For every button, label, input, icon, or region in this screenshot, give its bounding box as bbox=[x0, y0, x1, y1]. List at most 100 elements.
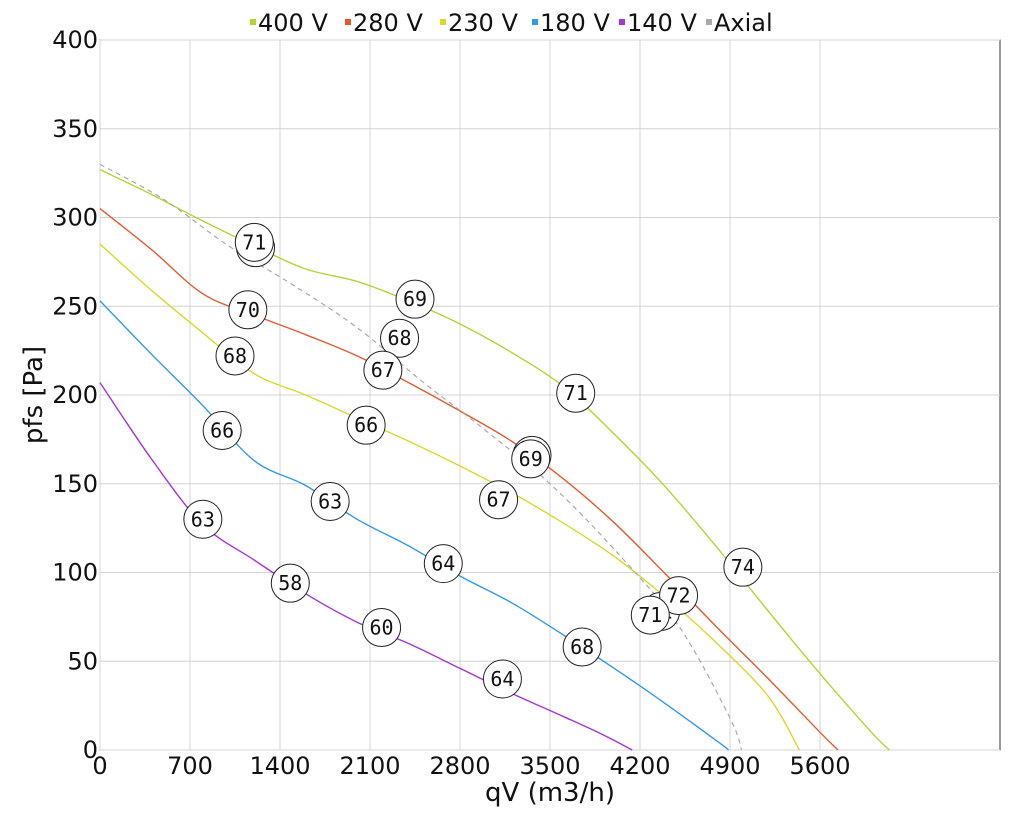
x-tick-labels: 0 700 1400 2100 2800 3500 4200 4900 5600 bbox=[92, 752, 850, 780]
marker-circle bbox=[511, 439, 551, 479]
legend: 400 V 280 V 230 V 180 V 140 V Axial bbox=[250, 9, 773, 37]
legend-item-230-v: 230 V bbox=[440, 9, 518, 37]
x-tick-label: 2100 bbox=[339, 752, 400, 780]
marker-circle bbox=[183, 499, 223, 539]
noise-level-marker: 72 bbox=[659, 576, 699, 616]
marker-circle bbox=[630, 595, 670, 635]
noise-level-marker: 67 bbox=[479, 480, 519, 520]
grid-lines bbox=[99, 39, 1000, 751]
legend-swatch bbox=[619, 19, 625, 25]
marker-label: 69 bbox=[403, 287, 427, 311]
y-tick-label: 400 bbox=[52, 26, 98, 54]
x-tick-label: 3500 bbox=[519, 752, 580, 780]
x-axis-title: qV (m3/h) bbox=[485, 778, 615, 808]
legend-swatch bbox=[440, 19, 446, 25]
y-tick-label: 100 bbox=[52, 559, 98, 587]
legend-label: 180 V bbox=[540, 9, 610, 37]
legend-item-180-v: 180 V bbox=[532, 9, 610, 37]
noise-level-marker: 68 bbox=[562, 627, 602, 667]
noise-level-marker: 60 bbox=[362, 608, 402, 648]
marker-label: 74 bbox=[731, 555, 755, 579]
legend-swatch bbox=[345, 19, 351, 25]
legend-label: 400 V bbox=[258, 9, 328, 37]
marker-label: 69 bbox=[519, 447, 543, 471]
noise-level-marker: 64 bbox=[482, 659, 522, 699]
marker-label: 64 bbox=[490, 667, 514, 691]
x-tick-label: 0 bbox=[92, 752, 107, 780]
legend-label: Axial bbox=[714, 9, 773, 37]
marker-circle bbox=[380, 318, 420, 358]
series-line-230-v bbox=[99, 243, 801, 751]
y-tick-label: 150 bbox=[52, 470, 98, 498]
marker-circle bbox=[215, 336, 255, 376]
legend-swatch bbox=[532, 19, 538, 25]
marker-circle bbox=[723, 547, 763, 587]
noise-level-marker: 70 bbox=[228, 290, 268, 330]
legend-swatch bbox=[706, 19, 712, 25]
marker-label: 58 bbox=[278, 571, 302, 595]
noise-level-marker: 74 bbox=[723, 547, 763, 587]
noise-level-marker: 68 bbox=[380, 318, 420, 358]
legend-item-140-v: 140 V bbox=[619, 9, 697, 37]
marker-circle bbox=[659, 576, 699, 616]
legend-swatch bbox=[250, 19, 256, 25]
marker-circle bbox=[346, 405, 386, 445]
x-tick-label: 4200 bbox=[609, 752, 670, 780]
marker-layer: 6871716971697174706769726866677166636468… bbox=[183, 222, 763, 699]
marker-circle bbox=[234, 222, 274, 262]
marker-circle bbox=[479, 480, 519, 520]
x-tick-label: 2800 bbox=[429, 752, 490, 780]
marker-label: 68 bbox=[388, 326, 412, 350]
legend-item-400-v: 400 V bbox=[250, 9, 328, 37]
marker-label: 71 bbox=[242, 230, 266, 254]
marker-circle bbox=[362, 608, 402, 648]
series-line-280-v bbox=[99, 208, 839, 751]
y-tick-label: 50 bbox=[67, 647, 98, 675]
noise-level-marker: 58 bbox=[270, 563, 310, 603]
y-tick-label: 250 bbox=[52, 292, 98, 320]
marker-label: 68 bbox=[223, 344, 247, 368]
y-tick-labels: 0 50 100 150 200 250 300 350 400 bbox=[52, 26, 98, 764]
marker-label: 71 bbox=[564, 381, 588, 405]
marker-circle bbox=[363, 350, 403, 390]
marker-circle bbox=[310, 482, 350, 521]
marker-circle bbox=[556, 373, 596, 413]
noise-level-marker: 64 bbox=[423, 544, 463, 584]
x-tick-label: 4900 bbox=[699, 752, 760, 780]
marker-label: 66 bbox=[210, 419, 234, 443]
marker-circle bbox=[202, 411, 242, 450]
x-tick-label: 700 bbox=[167, 752, 213, 780]
marker-label: 71 bbox=[638, 603, 662, 627]
marker-label: 64 bbox=[431, 552, 455, 576]
marker-label: 68 bbox=[570, 635, 594, 659]
marker-circle bbox=[482, 659, 522, 699]
y-tick-label: 300 bbox=[52, 204, 98, 232]
y-tick-label: 350 bbox=[52, 115, 98, 143]
marker-label: 60 bbox=[370, 616, 394, 640]
x-tick-label: 5600 bbox=[789, 752, 850, 780]
marker-circle bbox=[423, 544, 463, 584]
marker-label: 72 bbox=[667, 584, 691, 608]
marker-circle bbox=[395, 279, 435, 319]
noise-level-marker: 69 bbox=[511, 439, 551, 479]
legend-label: 280 V bbox=[353, 9, 423, 37]
marker-label: 70 bbox=[236, 298, 260, 322]
y-tick-label: 200 bbox=[52, 381, 98, 409]
noise-level-marker: 66 bbox=[202, 411, 242, 450]
noise-level-marker: 71 bbox=[556, 373, 596, 413]
marker-label: 66 bbox=[354, 413, 378, 437]
noise-level-marker: 63 bbox=[310, 482, 350, 521]
series-line-180-v bbox=[99, 300, 730, 751]
marker-label: 63 bbox=[318, 490, 342, 514]
noise-level-marker: 67 bbox=[363, 350, 403, 390]
noise-level-marker: 68 bbox=[215, 336, 255, 376]
legend-item-axial: Axial bbox=[706, 9, 773, 37]
marker-circle bbox=[270, 563, 310, 603]
y-tick-label: 0 bbox=[83, 736, 98, 764]
marker-label: 67 bbox=[371, 358, 395, 382]
series-line-axial bbox=[99, 163, 743, 751]
noise-level-marker: 69 bbox=[395, 279, 435, 319]
legend-item-280-v: 280 V bbox=[345, 9, 423, 37]
y-axis-title: pfs [Pa] bbox=[19, 346, 49, 444]
